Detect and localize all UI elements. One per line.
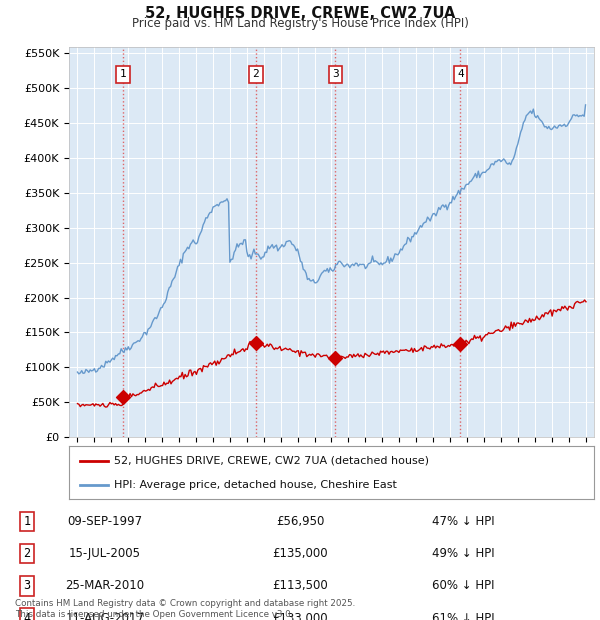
- Text: 1: 1: [23, 515, 31, 528]
- Text: 52, HUGHES DRIVE, CREWE, CW2 7UA: 52, HUGHES DRIVE, CREWE, CW2 7UA: [145, 6, 455, 21]
- Text: Contains HM Land Registry data © Crown copyright and database right 2025.
This d: Contains HM Land Registry data © Crown c…: [15, 600, 355, 619]
- Text: 47% ↓ HPI: 47% ↓ HPI: [432, 515, 494, 528]
- Text: 49% ↓ HPI: 49% ↓ HPI: [432, 547, 494, 560]
- Text: HPI: Average price, detached house, Cheshire East: HPI: Average price, detached house, Ches…: [113, 480, 397, 490]
- Text: 09-SEP-1997: 09-SEP-1997: [67, 515, 143, 528]
- Text: 3: 3: [23, 580, 31, 592]
- Text: £133,000: £133,000: [272, 612, 328, 620]
- Text: 25-MAR-2010: 25-MAR-2010: [65, 580, 145, 592]
- Point: [331, 353, 340, 363]
- Text: 2: 2: [253, 69, 259, 79]
- Text: 4: 4: [457, 69, 464, 79]
- Text: 4: 4: [23, 612, 31, 620]
- Point: [455, 339, 465, 349]
- Text: 61% ↓ HPI: 61% ↓ HPI: [432, 612, 494, 620]
- Text: 11-AUG-2017: 11-AUG-2017: [65, 612, 145, 620]
- Text: 15-JUL-2005: 15-JUL-2005: [69, 547, 141, 560]
- Text: 1: 1: [119, 69, 127, 79]
- Text: Price paid vs. HM Land Registry's House Price Index (HPI): Price paid vs. HM Land Registry's House …: [131, 17, 469, 30]
- Text: £135,000: £135,000: [272, 547, 328, 560]
- Text: 3: 3: [332, 69, 339, 79]
- Point: [118, 392, 128, 402]
- Text: 52, HUGHES DRIVE, CREWE, CW2 7UA (detached house): 52, HUGHES DRIVE, CREWE, CW2 7UA (detach…: [113, 456, 428, 466]
- Text: £56,950: £56,950: [276, 515, 324, 528]
- Text: 2: 2: [23, 547, 31, 560]
- Text: 60% ↓ HPI: 60% ↓ HPI: [432, 580, 494, 592]
- Point: [251, 338, 261, 348]
- Text: £113,500: £113,500: [272, 580, 328, 592]
